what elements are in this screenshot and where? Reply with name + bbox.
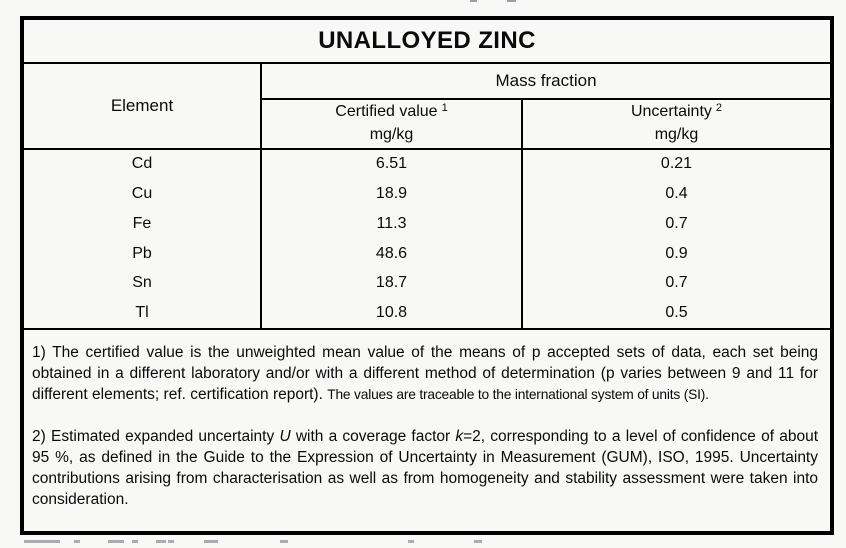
element-cell: Fe — [132, 214, 152, 232]
certified-value-cell: 10.8 — [375, 304, 408, 322]
column-header-element: Element — [24, 63, 262, 148]
footnote-2-text-mid: with a coverage factor — [290, 428, 456, 445]
footnote-2-text-post: =2, corresponding to a level of confiden… — [32, 428, 818, 508]
uncertainty-cell: 0.21 — [660, 155, 693, 173]
certified-value-cell: 48.6 — [375, 244, 408, 262]
uncertainty-column: 0.21 0.4 0.7 0.9 0.7 0.5 — [523, 150, 830, 328]
element-cell: Tl — [135, 304, 149, 322]
footnote-1-text: 1) The certified value is the unweighted… — [32, 344, 818, 403]
uncertainty-cell: 0.9 — [665, 244, 688, 262]
mass-fraction-column-group: Mass fraction Certified value 1 mg/kg Unc… — [262, 64, 830, 148]
element-cell: Cd — [131, 155, 153, 173]
uncertainty-unit: mg/kg — [654, 126, 699, 144]
table-header: Element Mass fraction Certified value 1 m… — [24, 63, 830, 150]
certified-value-unit: mg/kg — [369, 126, 414, 144]
column-header-certified-value: Certified value 1 mg/kg — [262, 99, 523, 148]
certified-value-label: Certified value 1 — [335, 102, 448, 121]
column-header-mass-fraction: Mass fraction — [262, 64, 830, 100]
footnote-2-text-pre: 2) Estimated expanded uncertainty — [32, 428, 280, 445]
element-column: Cd Cu Fe Pb Sn Tl — [24, 149, 262, 328]
element-cell: Pb — [132, 244, 152, 262]
subheader-row: Certified value 1 mg/kg Uncertainty 2 mg/k… — [262, 99, 830, 148]
variable-k: k — [455, 428, 464, 445]
certified-value-cell: 6.51 — [375, 155, 408, 173]
uncertainty-cell: 0.5 — [665, 304, 688, 322]
uncertainty-cell: 0.7 — [665, 274, 688, 292]
footnote-2: 2) Estimated expanded uncertainty U with… — [32, 426, 818, 510]
variable-U: U — [279, 428, 291, 445]
table-title: UNALLOYED ZINC — [24, 20, 830, 64]
element-cell: Sn — [132, 274, 152, 292]
certified-values-table: UNALLOYED ZINC Element Mass fraction Cer… — [20, 16, 834, 535]
certified-value-cell: 11.3 — [376, 214, 407, 232]
certified-value-column: 6.51 18.9 11.3 48.6 18.7 10.8 — [262, 149, 523, 328]
column-header-uncertainty: Uncertainty 2 mg/kg — [523, 100, 830, 148]
uncertainty-cell: 0.7 — [665, 214, 688, 232]
certified-value-cell: 18.7 — [375, 274, 408, 292]
uncertainty-cell: 0.4 — [665, 185, 688, 203]
element-cell: Cu — [131, 185, 153, 203]
clipped-text-remnant-top — [470, 0, 477, 2]
footnote-1: 1) The certified value is the unweighted… — [32, 342, 818, 405]
clipped-text-remnant-top — [507, 0, 516, 2]
footnote-marker-2: 2 — [715, 102, 723, 115]
footnote-marker-1: 1 — [441, 102, 448, 115]
uncertainty-label: Uncertainty 2 — [630, 102, 723, 121]
clipped-text-remnant-bottom — [24, 540, 482, 543]
footnotes-section: 1) The certified value is the unweighted… — [24, 330, 830, 531]
certified-value-cell: 18.9 — [375, 185, 408, 203]
table-body: Cd Cu Fe Pb Sn Tl 6.51 18.9 11.3 48.6 18… — [24, 149, 830, 330]
footnote-1-traceability-text: The values are traceable to the internat… — [327, 387, 709, 402]
